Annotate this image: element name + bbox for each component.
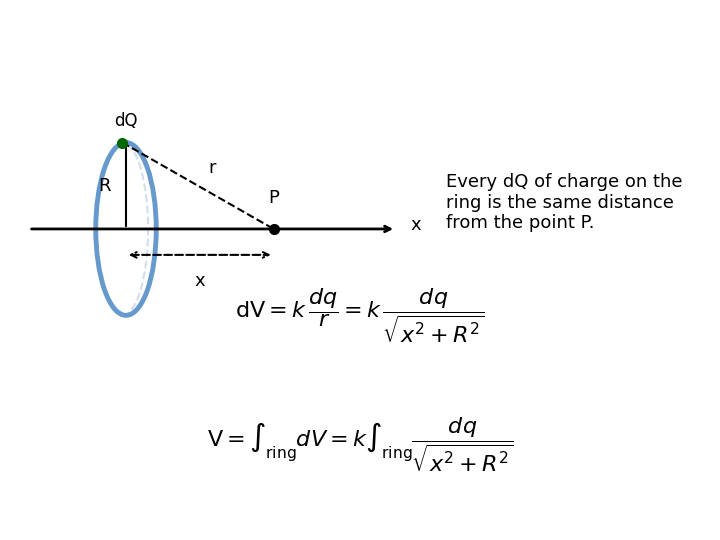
Text: Example: Find the electric potential due to a uniformly charged
ring of radius R: Example: Find the electric potential due… — [14, 9, 658, 68]
Text: r: r — [209, 159, 216, 178]
Text: x: x — [194, 272, 205, 290]
Text: P: P — [268, 190, 279, 207]
Text: x: x — [410, 215, 421, 234]
Text: $\mathrm{dV} = k\,\dfrac{dq}{r} = k\,\dfrac{dq}{\sqrt{x^2+R^2}}$: $\mathrm{dV} = k\,\dfrac{dq}{r} = k\,\df… — [235, 286, 485, 345]
Text: $\mathrm{V} = \int_{\mathrm{ring}} dV = k\int_{\mathrm{ring}} \dfrac{dq}{\sqrt{x: $\mathrm{V} = \int_{\mathrm{ring}} dV = … — [207, 416, 513, 474]
Text: dQ: dQ — [114, 112, 138, 130]
Text: R: R — [98, 177, 111, 195]
Text: Every dQ of charge on the
ring is the same distance
from the point P.: Every dQ of charge on the ring is the sa… — [446, 173, 683, 232]
